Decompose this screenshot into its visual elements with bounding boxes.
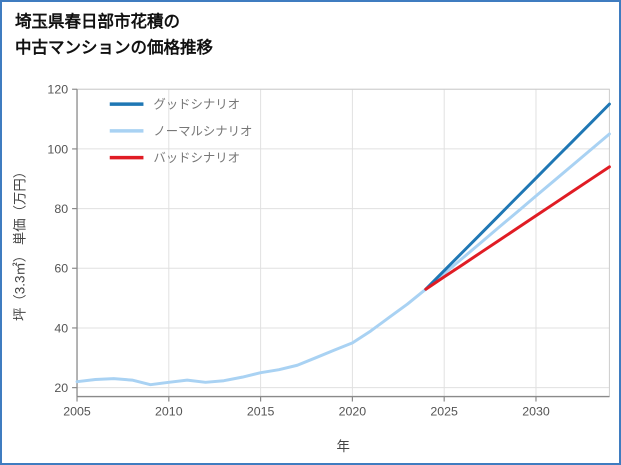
x-tick-label: 2025 — [430, 404, 458, 418]
series-line-0 — [424, 102, 611, 291]
x-axis-title: 年 — [337, 439, 350, 454]
x-tick-label: 2030 — [522, 404, 550, 418]
page-title-line1: 埼玉県春日部市花積の — [15, 13, 180, 31]
legend-item: グッドシナリオ — [109, 98, 240, 112]
legend-label-0: グッドシナリオ — [153, 98, 240, 112]
y-tick-label: 120 — [47, 83, 68, 97]
legend-label-2: バッドシナリオ — [153, 151, 240, 165]
y-tick-label: 20 — [54, 381, 68, 395]
page-title-line2: 中古マンションの価格推移 — [15, 38, 213, 57]
legend-item: ノーマルシナリオ — [109, 124, 252, 138]
y-axis-title: 坪（3.3㎡） 単価（万円） — [12, 165, 27, 321]
x-tick-label: 2020 — [339, 404, 367, 418]
axes — [76, 89, 610, 398]
x-tick-label: 2010 — [155, 404, 183, 418]
y-tick-label: 60 — [54, 262, 68, 276]
x-tick-label: 2015 — [247, 404, 275, 418]
y-tick-label: 80 — [54, 202, 68, 216]
tick-labels: 2005 2010 2015 2020 2025 2030 20 40 60 80 100 120 — [47, 83, 549, 419]
series-line-2 — [424, 165, 611, 291]
legend-item: バッドシナリオ — [109, 151, 240, 165]
legend-label-1: ノーマルシナリオ — [153, 124, 252, 138]
page-title: 埼玉県春日部市花積の 中古マンションの価格推移 — [15, 10, 213, 61]
y-tick-label: 40 — [54, 321, 68, 335]
y-tick-label: 100 — [47, 142, 68, 156]
series-lines — [75, 102, 611, 387]
x-tick-label: 2005 — [63, 404, 91, 418]
series-line-1 — [75, 132, 611, 387]
